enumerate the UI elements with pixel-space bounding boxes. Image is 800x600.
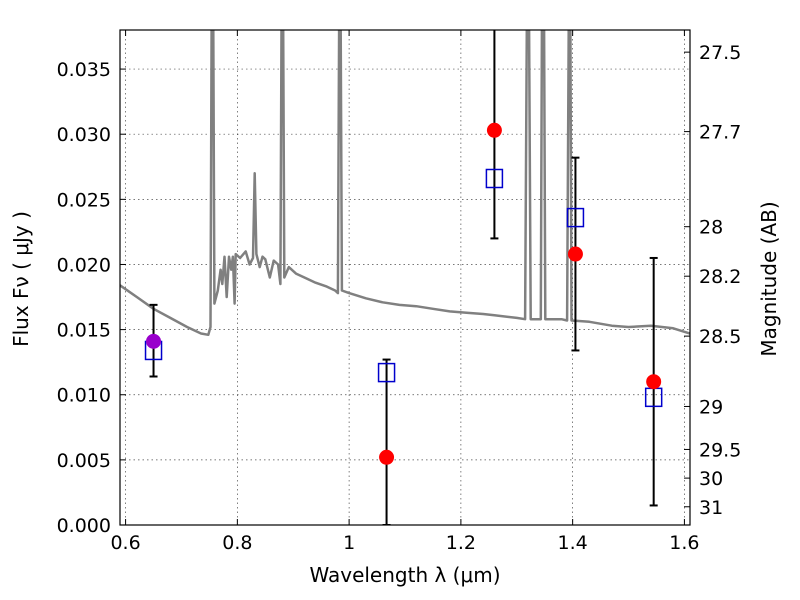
x-axis-title: Wavelength λ (μm) (309, 563, 500, 587)
grid (120, 30, 690, 526)
right-tick-label: 29.5 (699, 439, 741, 461)
right-tick-label: 29 (699, 396, 723, 418)
y-tick-label: 0.010 (57, 385, 111, 407)
observed-point (567, 246, 583, 262)
y-tick-label: 0.025 (57, 189, 111, 211)
right-tick-label: 28.2 (699, 266, 741, 288)
y-axis-label-text: Flux Fν ( μJy ) (9, 211, 33, 347)
observed-point (146, 333, 162, 349)
model-spectrum-line (120, 30, 690, 337)
right-tick-label: 28 (699, 217, 723, 239)
y-tick-label: 0.030 (57, 124, 111, 146)
y-tick-label: 0.000 (57, 515, 111, 537)
y-axis-ticks: 0.000 0.005 0.010 0.015 0.020 0.025 0.030 0.035 (57, 59, 126, 537)
synthetic-point (566, 207, 585, 228)
y-tick-label: 0.015 (57, 320, 111, 342)
y-axis-title: Flux Fν ( μJy ) (9, 211, 33, 347)
observed-point (379, 449, 395, 465)
synthetic-point (377, 362, 396, 383)
synthetic-point (485, 168, 504, 189)
right-axis-ticks: 27.5 27.7 28 28.2 28.5 29 29.5 30 31 (684, 42, 741, 519)
x-tick-label: 0.8 (222, 532, 252, 554)
synthetic-photometry-markers (144, 168, 663, 408)
x-axis-ticks: 0.6 0.8 1 1.2 1.4 1.6 (110, 30, 700, 554)
x-tick-label: 1 (343, 532, 355, 554)
right-axis-title: Magnitude (AB) (757, 201, 781, 356)
right-tick-label: 28.5 (699, 326, 741, 348)
y-tick-label: 0.035 (57, 59, 111, 81)
y-tick-label: 0.005 (57, 450, 111, 472)
x-axis-label-text: Wavelength λ (μm) (309, 563, 500, 587)
model-spectrum-layer (120, 30, 690, 337)
right-tick-label: 30 (699, 468, 723, 490)
right-tick-label: 27.5 (699, 42, 741, 64)
observed-photometry-markers (146, 122, 662, 465)
x-tick-label: 1.4 (558, 532, 588, 554)
right-tick-label: 31 (699, 497, 723, 519)
observed-point (646, 374, 662, 390)
x-tick-label: 1.2 (446, 532, 476, 554)
plot-frame (119, 29, 691, 526)
observed-point (486, 122, 502, 138)
right-tick-label: 27.7 (699, 122, 741, 144)
x-tick-label: 0.6 (110, 532, 140, 554)
x-tick-label: 1.6 (669, 532, 699, 554)
y-tick-label: 0.020 (57, 254, 111, 276)
